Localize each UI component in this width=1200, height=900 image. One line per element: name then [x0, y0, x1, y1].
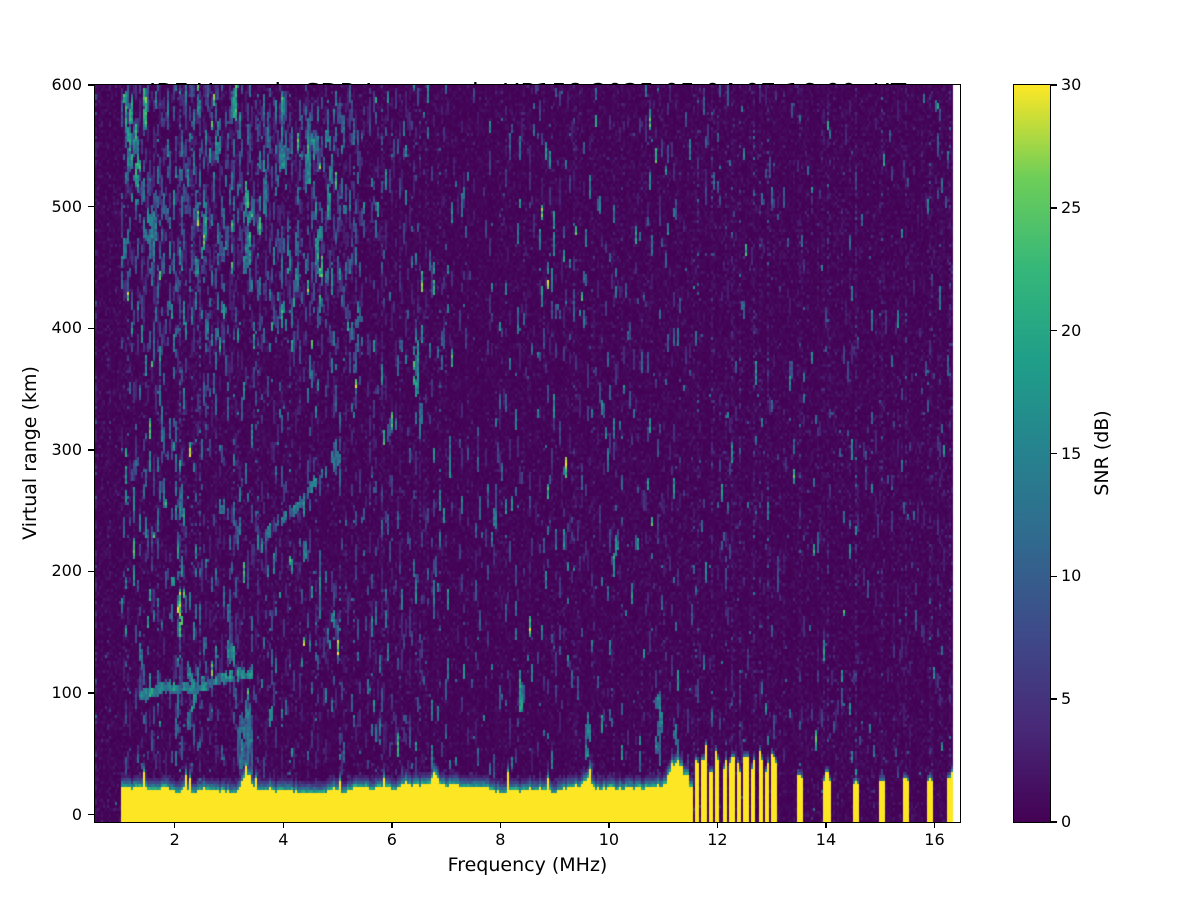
y-tick-label: 600	[51, 75, 82, 94]
colorbar-label: SNR (dB)	[1091, 410, 1113, 496]
x-tick-label: 8	[495, 830, 506, 849]
colorbar-tick-label: 5	[1061, 689, 1072, 709]
colorbar-tick-label: 20	[1061, 320, 1082, 340]
x-tick-label: 6	[386, 830, 397, 849]
colorbar-tick-label: 10	[1061, 566, 1082, 586]
y-tick-label: 0	[71, 804, 82, 824]
y-tick-label: 400	[51, 318, 82, 338]
ionogram-heatmap	[95, 85, 960, 822]
x-axis-label: Frequency (MHz)	[447, 854, 608, 876]
colorbar-tick-mark	[1051, 207, 1057, 209]
colorbar-tick-label: 25	[1061, 197, 1082, 217]
x-tick-label: 14	[815, 830, 837, 849]
colorbar-tick-mark	[1051, 452, 1057, 455]
colorbar-tick-label: 0	[1061, 812, 1072, 831]
colorbar-tick-label: 30	[1061, 75, 1082, 94]
y-axis-label: Virtual range (km)	[19, 366, 41, 540]
y-tick-label: 500	[51, 196, 82, 216]
y-tick-label: 300	[51, 439, 82, 459]
x-tick-label: 10	[598, 830, 620, 849]
x-tick-label: 2	[169, 830, 180, 849]
x-tick-label: 12	[707, 830, 728, 849]
colorbar-tick-mark	[1051, 821, 1057, 823]
x-tick-label: 4	[278, 830, 289, 849]
colorbar-tick-mark	[1051, 698, 1057, 700]
colorbar-tick-mark	[1051, 84, 1057, 86]
colorbar-tick-mark	[1051, 329, 1057, 332]
colorbar-tick-mark	[1051, 575, 1057, 578]
x-tick-label: 16	[924, 830, 945, 849]
colorbar	[1013, 84, 1051, 823]
y-tick-label: 100	[51, 683, 82, 703]
y-tick-label: 200	[51, 561, 82, 581]
plot-area	[94, 84, 961, 823]
colorbar-gradient	[1014, 85, 1050, 822]
